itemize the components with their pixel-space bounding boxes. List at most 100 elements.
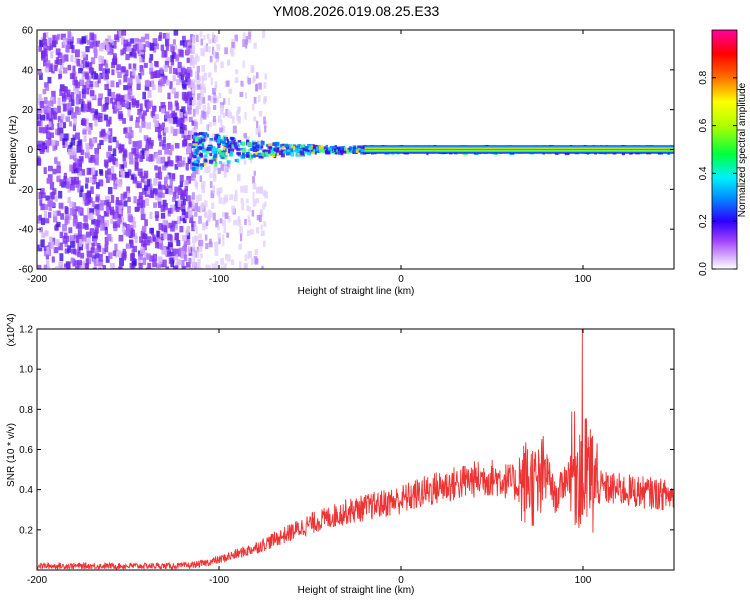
- noise-cell: [44, 218, 50, 224]
- signal-cell: [201, 146, 205, 151]
- fading-noise-cell: [226, 59, 231, 66]
- signal-cell: [194, 149, 198, 154]
- noise-cell: [190, 162, 194, 170]
- noise-cell: [178, 185, 182, 191]
- fading-noise-cell: [191, 44, 194, 51]
- fading-noise-cell: [217, 115, 222, 123]
- fading-noise-cell: [222, 125, 226, 133]
- noise-cell: [55, 239, 60, 247]
- noise-cell: [169, 81, 173, 90]
- signal-cell: [240, 147, 246, 151]
- noise-cell: [85, 46, 90, 53]
- signal-cell: [218, 150, 222, 155]
- signal-cell: [193, 138, 196, 144]
- noise-cell: [147, 236, 152, 243]
- noise-cell: [181, 250, 186, 259]
- fading-noise-cell: [250, 65, 255, 73]
- signal-cell: [200, 165, 203, 170]
- noise-cell: [80, 169, 86, 176]
- noise-cell: [108, 252, 113, 260]
- fading-noise-cell: [263, 221, 267, 227]
- fading-noise-cell: [213, 173, 217, 182]
- noise-cell: [67, 245, 72, 253]
- fading-noise-cell: [212, 212, 216, 221]
- fading-noise-cell: [259, 186, 263, 194]
- noise-cell: [187, 78, 191, 85]
- noise-cell: [118, 214, 122, 223]
- fading-noise-cell: [230, 49, 235, 57]
- signal-cell: [241, 152, 245, 156]
- noise-cell: [175, 262, 180, 268]
- fading-noise-cell: [197, 266, 202, 269]
- noise-cell: [144, 150, 150, 157]
- noise-cell: [146, 106, 150, 113]
- signal-cell: [307, 145, 312, 150]
- noise-cell: [158, 32, 163, 39]
- fading-noise-cell: [209, 96, 214, 103]
- noise-cell: [124, 69, 129, 77]
- noise-cell: [80, 185, 84, 193]
- noise-cell: [131, 147, 136, 154]
- noise-cell: [63, 172, 67, 180]
- noise-cell: [106, 233, 112, 241]
- fading-noise-cell: [253, 257, 256, 265]
- noise-cell: [58, 242, 63, 251]
- noise-cell: [60, 213, 65, 220]
- fading-noise-cell: [202, 104, 206, 111]
- fading-noise-cell: [201, 185, 206, 193]
- noise-cell: [126, 186, 131, 194]
- noise-cell: [182, 141, 188, 147]
- noise-cell: [81, 90, 86, 99]
- noise-cell: [146, 179, 151, 187]
- signal-cell: [221, 137, 226, 141]
- fading-noise-cell: [194, 211, 198, 217]
- fading-noise-cell: [262, 189, 266, 196]
- noise-cell: [105, 63, 109, 70]
- noise-cell: [52, 215, 58, 223]
- noise-cell: [179, 40, 185, 46]
- noise-cell: [170, 225, 175, 232]
- noise-cell: [172, 248, 176, 256]
- noise-cell: [144, 80, 150, 87]
- fading-noise-cell: [235, 69, 239, 75]
- noise-cell: [108, 135, 112, 144]
- noise-cell: [114, 179, 120, 187]
- noise-cell: [138, 57, 143, 63]
- noise-cell: [88, 167, 93, 174]
- noise-cell: [184, 179, 189, 186]
- noise-cell: [114, 249, 120, 258]
- noise-cell: [116, 64, 121, 71]
- spectrogram-x-tick-label: -100: [209, 274, 229, 285]
- fading-noise-cell: [224, 194, 229, 203]
- noise-cell: [98, 179, 104, 187]
- noise-cell: [123, 229, 129, 236]
- noise-cell: [175, 206, 180, 213]
- noise-cell: [163, 176, 168, 184]
- signal-cell: [325, 144, 329, 149]
- noise-cell: [135, 75, 140, 82]
- noise-cell: [104, 200, 109, 206]
- signal-cell: [202, 136, 205, 140]
- noise-cell: [112, 40, 117, 49]
- noise-cell: [75, 206, 80, 212]
- noise-cell: [174, 223, 178, 231]
- signal-cell: [300, 144, 305, 148]
- noise-cell: [183, 243, 187, 251]
- noise-cell: [173, 254, 179, 261]
- signal-cell: [310, 149, 313, 154]
- noise-cell: [116, 101, 121, 109]
- noise-cell: [186, 70, 191, 79]
- spectrogram-y-tick-label: -20: [19, 185, 34, 196]
- noise-cell: [43, 167, 47, 174]
- noise-cell: [82, 119, 87, 127]
- noise-cell: [158, 134, 162, 141]
- noise-cell: [138, 113, 143, 119]
- noise-cell: [59, 179, 64, 187]
- noise-cell: [146, 253, 151, 260]
- colorbar-tick-label: 0.8: [698, 70, 709, 84]
- noise-cell: [157, 149, 162, 156]
- noise-cell: [148, 57, 152, 64]
- noise-cell: [154, 126, 160, 132]
- snr-scale-note: (x10^4): [6, 313, 17, 346]
- noise-cell: [50, 110, 56, 119]
